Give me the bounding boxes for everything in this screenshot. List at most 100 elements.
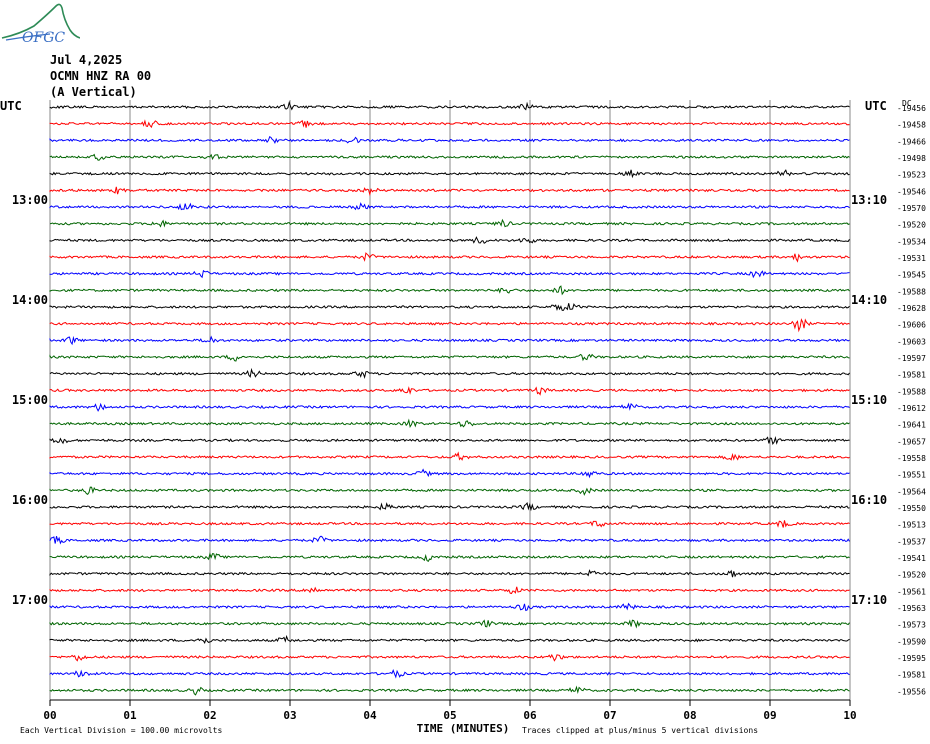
- trace-line: [49, 335, 850, 346]
- dc-offset-label: -19523: [897, 171, 926, 180]
- dc-offset-label: -19588: [897, 387, 926, 396]
- trace-line: [49, 236, 850, 244]
- trace-line: [49, 353, 850, 362]
- right-time-label: 17:10: [851, 593, 887, 607]
- dc-offset-label: -19537: [897, 537, 926, 546]
- scale-footnote: Each Vertical Division = 100.00 microvol…: [20, 726, 222, 735]
- left-time-label: 15:00: [12, 393, 48, 407]
- trace-line: [49, 367, 850, 379]
- dc-offset-label: -19563: [897, 604, 926, 613]
- x-tick-label: 03: [283, 709, 296, 722]
- trace-line: [49, 269, 850, 279]
- x-tick-label: 02: [203, 709, 216, 722]
- trace-line: [49, 303, 850, 311]
- trace-line: [49, 218, 850, 228]
- trace-line: [49, 535, 850, 545]
- chart-component: (A Vertical): [50, 85, 137, 99]
- trace-line: [49, 685, 850, 696]
- trace-line: [49, 653, 850, 662]
- right-time-label: 15:10: [851, 393, 887, 407]
- trace-line: [49, 486, 850, 496]
- dc-offset-label: -19573: [897, 621, 926, 630]
- trace-line: [49, 318, 850, 333]
- x-tick-label: 08: [683, 709, 696, 722]
- dc-offset-label: -19581: [897, 671, 926, 680]
- left-utc-label: UTC: [0, 99, 22, 113]
- trace-line: [49, 634, 850, 644]
- x-axis-title: TIME (MINUTES): [417, 722, 510, 735]
- dc-offset-label: -19458: [897, 121, 926, 130]
- dc-offset-label: -19520: [897, 571, 926, 580]
- trace-line: [49, 502, 850, 512]
- dc-label: DC: [902, 99, 912, 108]
- trace-line: [49, 169, 850, 179]
- dc-offset-label: -19558: [897, 454, 926, 463]
- dc-offset-label: -19657: [897, 437, 926, 446]
- dc-offset-label: -19597: [897, 354, 926, 363]
- chart-grid: [49, 100, 851, 706]
- trace-line: [49, 669, 850, 679]
- dc-offset-label: -19595: [897, 654, 926, 663]
- clip-footnote: Traces clipped at plus/minus 5 vertical …: [522, 726, 758, 735]
- left-time-label: 16:00: [12, 493, 48, 507]
- dc-offset-label: -19588: [897, 287, 926, 296]
- dc-offset-label: -19551: [897, 471, 926, 480]
- right-time-label: 14:10: [851, 293, 887, 307]
- dc-offset-label: -19520: [897, 221, 926, 230]
- trace-line: [49, 468, 850, 479]
- trace-line: [49, 569, 850, 578]
- dc-offset-label: -19550: [897, 504, 926, 513]
- dc-offset-label: -19570: [897, 204, 926, 213]
- trace-line: [49, 186, 850, 197]
- trace-line: [49, 135, 850, 145]
- label-group: 00 01 02 03 04 05 06 07 08 09 10 -19456 -19458 -19466…: [0, 99, 926, 735]
- dc-offset-label: -19603: [897, 337, 926, 346]
- dc-offset-label: -19564: [897, 487, 926, 496]
- dc-offset-label: -19531: [897, 254, 926, 263]
- x-tick-label: 06: [523, 709, 537, 722]
- ofgc-logo: OFGC: [1, 3, 80, 46]
- trace-line: [49, 100, 850, 111]
- trace-line: [49, 153, 850, 161]
- trace-line: [49, 619, 850, 629]
- x-tick-label: 09: [763, 709, 776, 722]
- dc-offset-label: -19628: [897, 304, 926, 313]
- dc-offset-label: -19556: [897, 687, 926, 696]
- trace-line: [49, 252, 850, 263]
- x-tick-label: 00: [43, 709, 56, 722]
- trace-line: [49, 418, 850, 428]
- x-tick-label: 01: [123, 709, 137, 722]
- trace-line: [49, 520, 850, 528]
- dc-offset-label: -19541: [897, 554, 926, 563]
- trace-line: [49, 386, 850, 396]
- dc-offset-label: -19545: [897, 271, 926, 280]
- dc-offset-label: -19581: [897, 371, 926, 380]
- x-tick-label: 07: [603, 709, 616, 722]
- trace-line: [49, 586, 850, 595]
- dc-offset-label: -19513: [897, 521, 926, 530]
- right-time-label: 16:10: [851, 493, 887, 507]
- dc-offset-label: -19456: [897, 104, 926, 113]
- svg-text:OFGC: OFGC: [22, 30, 65, 46]
- dc-offset-label: -19534: [897, 237, 926, 246]
- right-time-label: 13:10: [851, 193, 887, 207]
- trace-line: [49, 202, 850, 211]
- trace-line: [49, 436, 850, 446]
- trace-line: [49, 552, 850, 562]
- dc-offset-label: -19590: [897, 637, 926, 646]
- left-time-label: 17:00: [12, 593, 48, 607]
- trace-line: [49, 451, 850, 461]
- trace-line: [49, 402, 850, 412]
- dc-offset-label: -19466: [897, 137, 926, 146]
- dc-offset-label: -19606: [897, 321, 926, 330]
- chart-station: OCMN HNZ RA 00: [50, 69, 152, 83]
- dc-offset-label: -19612: [897, 404, 926, 413]
- trace-line: [49, 119, 850, 129]
- chart-date: Jul 4,2025: [50, 53, 123, 67]
- dc-offset-label: -19561: [897, 587, 926, 596]
- trace-line: [49, 285, 850, 296]
- x-tick-label: 10: [843, 709, 856, 722]
- left-time-label: 13:00: [12, 193, 48, 207]
- trace-line: [49, 602, 850, 612]
